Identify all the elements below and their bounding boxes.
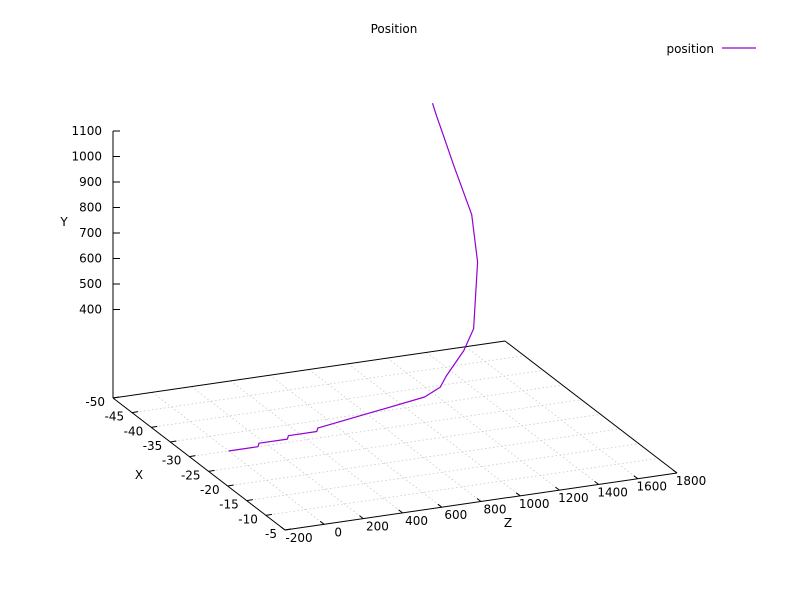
y-tick-label: 500: [79, 277, 102, 291]
x-tick-label: 600: [444, 508, 467, 522]
z-tick-label: -40: [124, 424, 144, 438]
z-tick-mark: [132, 411, 139, 414]
floor-axes: [112, 340, 678, 531]
floor-back-edge: [112, 340, 506, 399]
z-tick-label: -5: [265, 527, 277, 541]
chart-title: Position: [371, 22, 418, 36]
y-tick-label: 900: [79, 175, 102, 189]
x-tick-label: 800: [484, 503, 507, 517]
grid-line: [230, 380, 403, 514]
grid-line: [191, 386, 364, 519]
x-tick-label: 0: [334, 525, 342, 539]
legend-label: position: [666, 42, 714, 56]
x-tick-label: 1800: [676, 474, 707, 488]
grid-line: [308, 369, 482, 502]
z-tick-mark: [189, 455, 196, 458]
x-axis-label: Z: [504, 516, 512, 530]
y-tick-label: 1000: [71, 150, 102, 164]
x-tick-label: 200: [366, 520, 389, 534]
x-tick-mark: [515, 492, 521, 497]
x-tick-mark: [319, 520, 325, 525]
floor-right-edge: [504, 340, 678, 474]
grid-line: [269, 374, 443, 508]
grid-line: [426, 352, 599, 485]
z-tick-label: -30: [162, 454, 182, 468]
z-tick-label: -10: [238, 512, 258, 526]
x-tick-label: -200: [285, 531, 312, 545]
grid-line: [347, 363, 521, 497]
x-tick-mark: [672, 469, 678, 474]
x-tick-label: 1600: [637, 480, 668, 494]
x-tick-label: 1000: [519, 497, 550, 511]
legend: position: [666, 42, 756, 56]
floor-grid: [132, 346, 658, 525]
y-tick-label: 700: [79, 226, 102, 240]
x-tick-mark: [476, 498, 482, 502]
x-tick-mark: [555, 486, 560, 491]
y-tick-label: 400: [79, 303, 102, 317]
x-tick-label: 1400: [597, 485, 628, 499]
z-tick-label: -35: [143, 439, 163, 453]
x-tick-mark: [280, 526, 286, 531]
z-axis-line: [112, 397, 286, 531]
x-tick-mark: [437, 503, 443, 508]
z-tick-mark: [284, 528, 292, 531]
z-tick-mark: [170, 440, 177, 443]
y-tick-label: 600: [79, 252, 102, 266]
x-tick-label: 1200: [558, 491, 589, 505]
grid-line: [387, 357, 560, 491]
z-axis-label: X: [135, 468, 143, 482]
z-tick-mark: [151, 425, 158, 428]
tick-labels: -200 0 200 400 600 800 1000 1200 1400 1600 1800 -50…: [71, 124, 706, 545]
z-tick-mark: [227, 484, 234, 487]
z-tick-label: -25: [181, 468, 201, 482]
y-tick-label: 1100: [71, 124, 102, 138]
x-tick-mark: [359, 515, 364, 519]
z-tick-mark: [208, 469, 215, 472]
z-tick-mark: [112, 396, 120, 399]
vertical-axis: [112, 130, 120, 398]
z-tick-label: -20: [200, 483, 220, 497]
z-tick-label: -15: [219, 498, 239, 512]
x-tick-mark: [398, 509, 403, 514]
x-tick-mark: [594, 480, 599, 485]
x-tick-label: 400: [405, 514, 428, 528]
z-tick-label: -50: [85, 395, 105, 409]
y-tick-label: 800: [79, 201, 102, 215]
y-axis-label: Y: [59, 215, 68, 229]
x-tick-mark: [633, 475, 639, 480]
z-tick-mark: [246, 499, 253, 502]
z-tick-label: -45: [105, 410, 125, 424]
grid-line: [151, 391, 325, 525]
grid-line: [465, 346, 639, 480]
series-line-position: [228, 103, 479, 452]
z-tick-mark: [265, 513, 272, 516]
series-layer: [228, 103, 479, 452]
